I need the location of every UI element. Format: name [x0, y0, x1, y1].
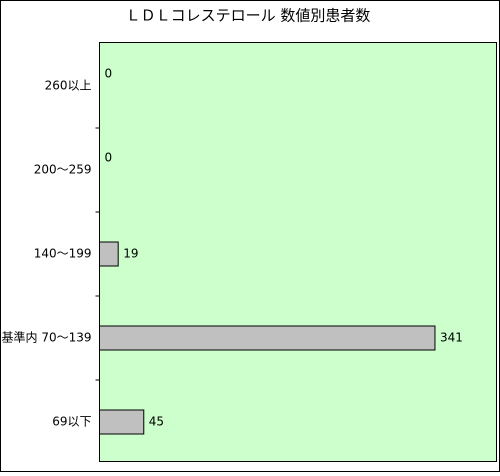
value-label: 0: [105, 67, 113, 81]
y-tick-label: 200～259: [34, 163, 92, 177]
value-label: 341: [440, 331, 463, 345]
chart-title: ＬＤＬコレステロール 数値別患者数: [126, 7, 371, 25]
bar: [99, 241, 119, 267]
bar: [99, 409, 145, 435]
bar: [99, 325, 436, 351]
y-tick-label: 69以下: [52, 415, 91, 429]
y-tick-label: 基準内 70～139: [2, 330, 92, 345]
plot-area: [99, 42, 497, 462]
y-tick-label: 260以上: [45, 79, 92, 93]
value-label: 45: [149, 415, 164, 429]
value-label: 19: [123, 247, 138, 261]
y-tick-label: 140～199: [34, 247, 92, 261]
value-label: 0: [105, 151, 113, 165]
